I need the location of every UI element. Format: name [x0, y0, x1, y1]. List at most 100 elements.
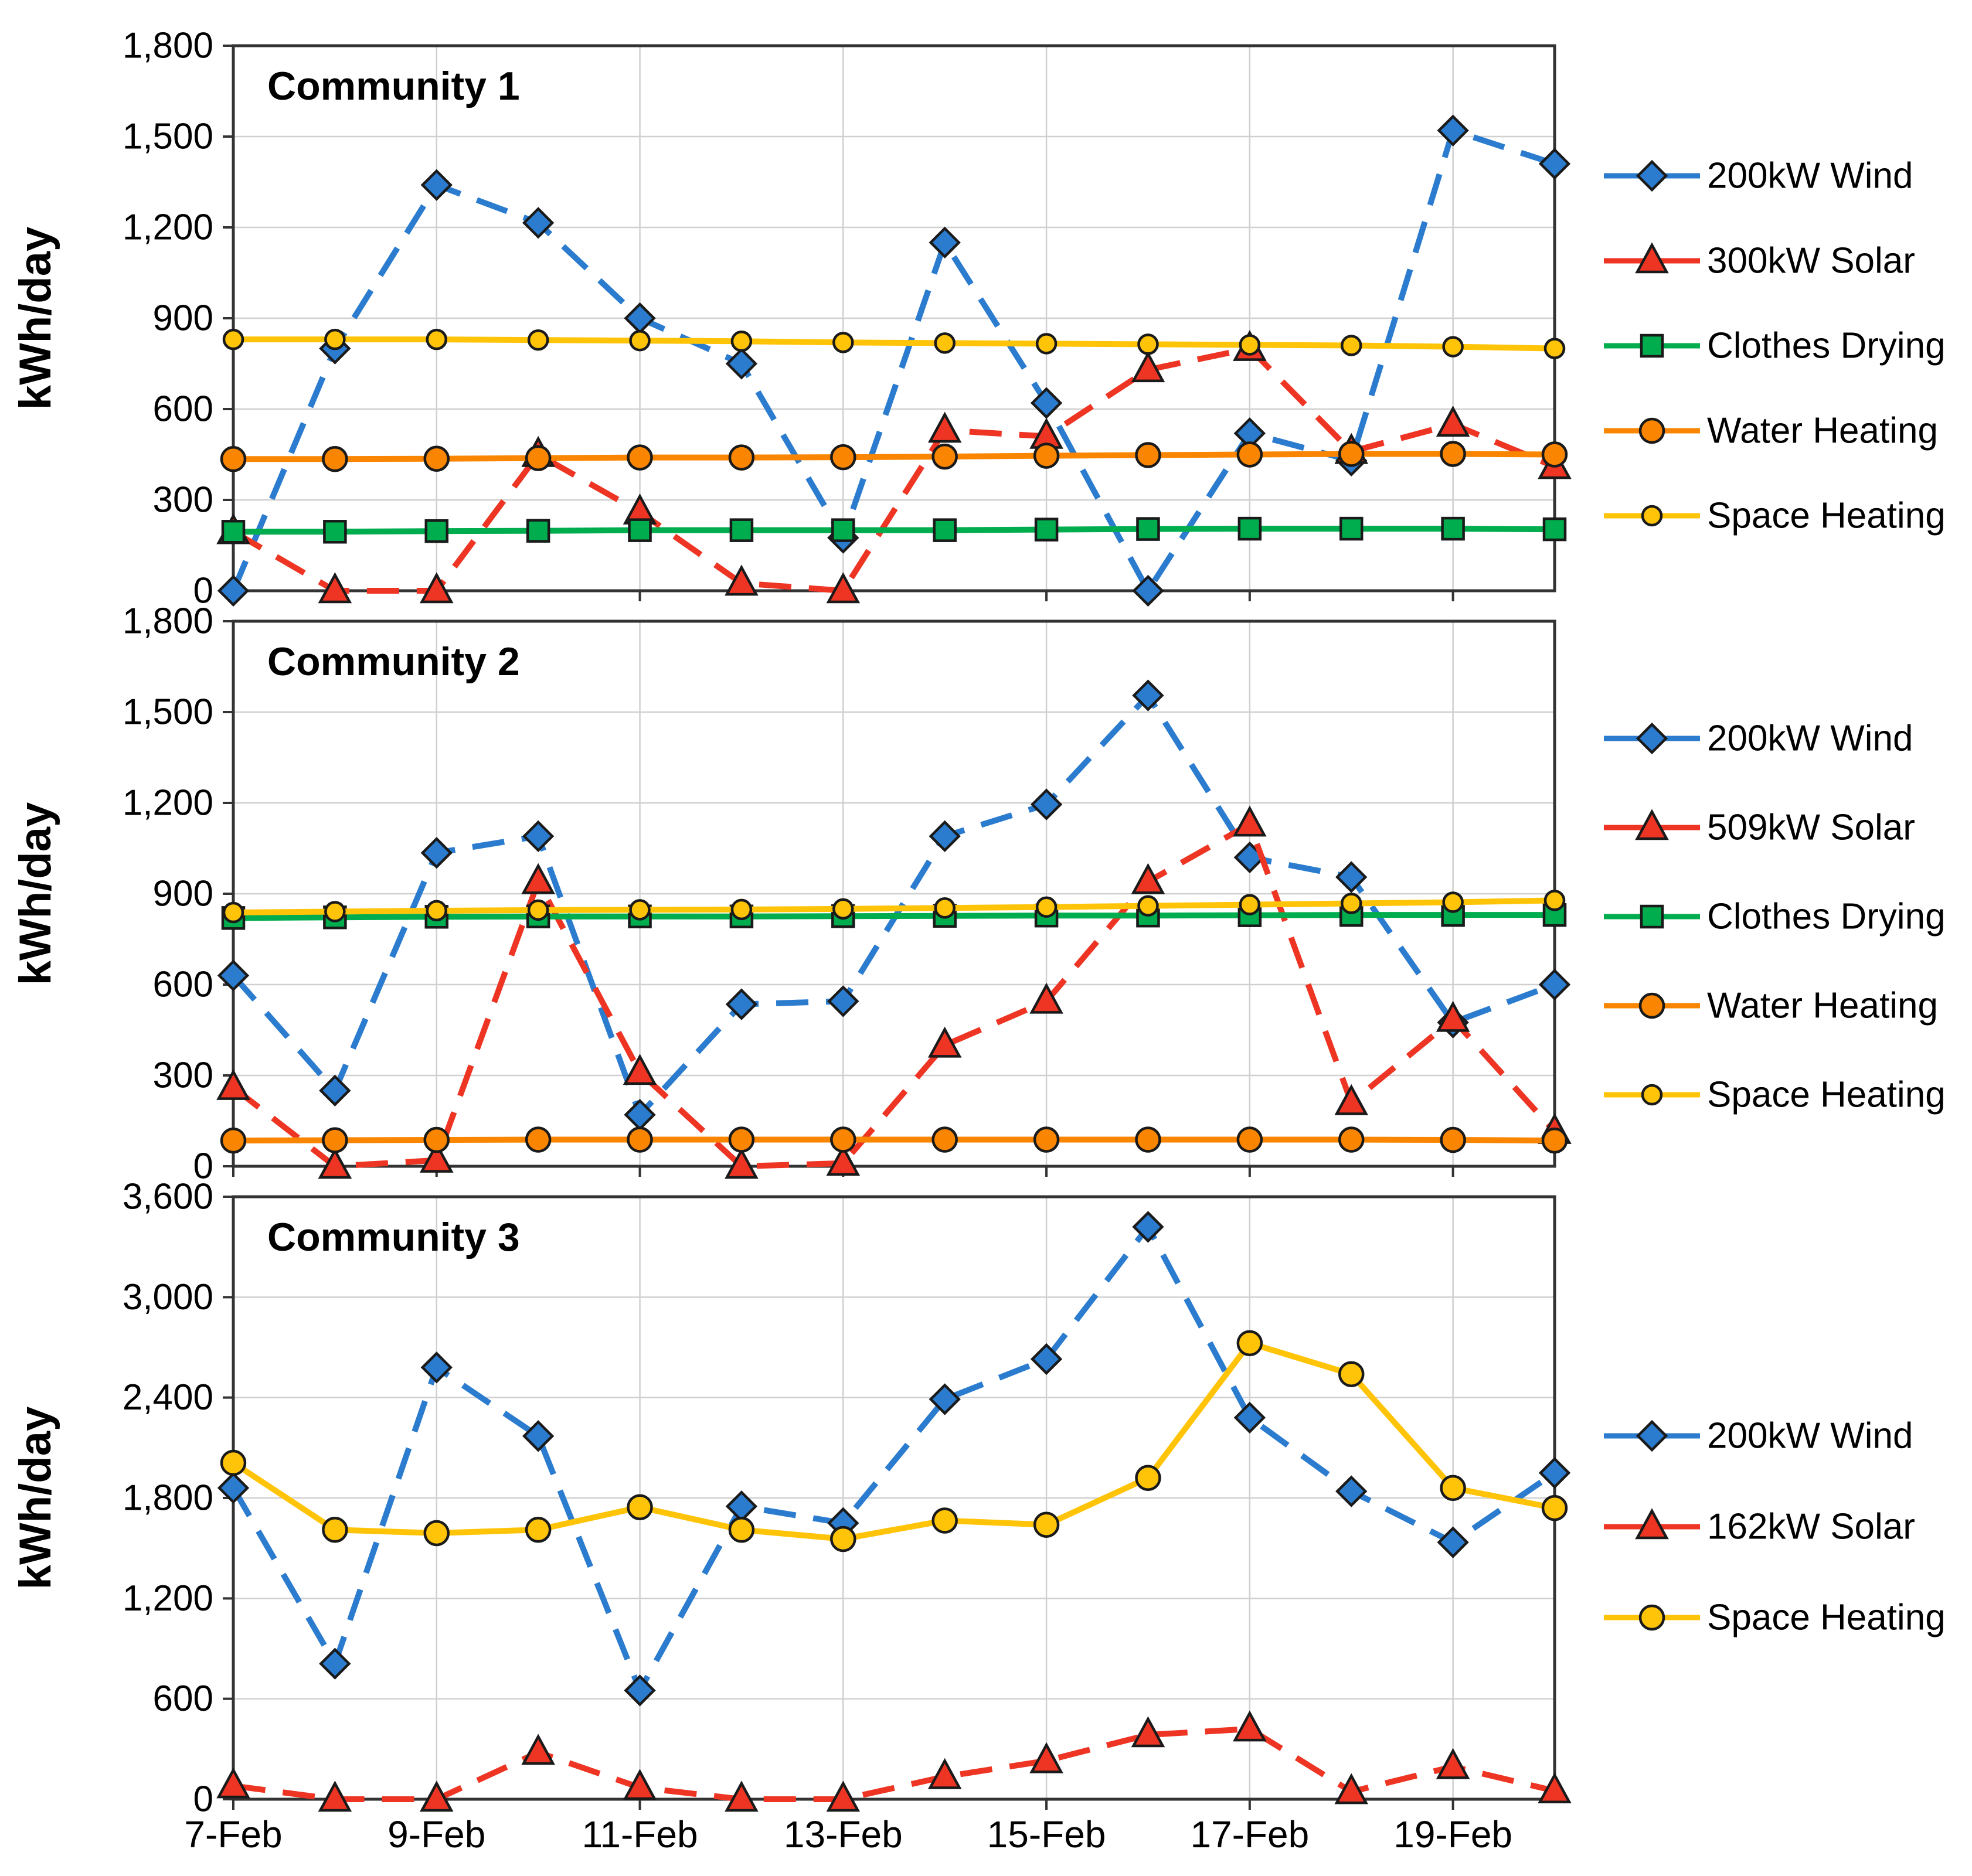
legend-marker: [1636, 1419, 1668, 1452]
legend-marker: [1636, 159, 1668, 192]
panel-1-series-clothes-drying-point: [628, 518, 652, 542]
panel-3-series-space-heating-point: [1440, 1475, 1466, 1502]
panel-2-series-509kw-solar-point: [725, 1148, 759, 1179]
panel-1-series-space-heating-point: [832, 332, 854, 353]
legend-marker: [1635, 1508, 1669, 1540]
panel-2-series-200kw-wind-point: [1335, 861, 1368, 893]
panel-3-series-162kw-solar-point: [1131, 1716, 1165, 1748]
panel-1-series-space-heating-point: [426, 328, 448, 350]
y-tick-label: 3,600: [123, 1177, 213, 1217]
panel-2-series-water-heating-line: [233, 1136, 1555, 1144]
y-tick-label: 300: [153, 480, 213, 520]
panel-1-series-clothes-drying-point: [831, 518, 855, 542]
panel-3-series-space-heating-point: [525, 1517, 552, 1543]
legend-item: 200kW Wind: [1604, 156, 1913, 196]
panel-1-series-clothes-drying-point: [1034, 517, 1059, 542]
legend-item-label: 300kW Solar: [1707, 241, 1915, 281]
panel-1-series-clothes-drying-point: [323, 520, 347, 544]
panel-1: 0 300 600 900 1,200 1,500 1,800 Community 1 kWh/…: [11, 26, 1946, 611]
legend-marker: [1638, 417, 1665, 444]
panel-3-series-space-heating-point: [627, 1494, 653, 1520]
panel-2-series-200kw-wind-point: [217, 959, 250, 992]
panel-3-series-200kw-wind-line: [230, 1221, 1556, 1698]
panel-3-series-162kw-solar-point: [1538, 1772, 1572, 1803]
panel-2-series-water-heating-point: [1541, 1127, 1568, 1154]
panel-1-series-300kw-solar-point: [725, 564, 759, 596]
legend-item-label: Clothes Drying: [1707, 326, 1946, 366]
panel-2-series-space-heating-point: [1442, 891, 1464, 913]
panel-1-series-water-heating-point: [1236, 441, 1263, 468]
panel-1-legend: 200kW Wind 300kW Solar Clothes Drying Water…: [1604, 156, 1946, 536]
y-tick-label: 900: [153, 874, 213, 914]
panel-3-series-200kw-wind-point: [1030, 1343, 1063, 1375]
y-tick-label: 1,800: [123, 601, 213, 642]
panel-3-series-162kw-solar-point: [318, 1780, 352, 1812]
panel-1-series-200kw-wind-point: [522, 207, 555, 239]
panel-3-series-162kw-solar-point: [1233, 1710, 1267, 1742]
panel-2-series-water-heating-point: [1135, 1126, 1161, 1153]
panel-3-y-axis: 0 600 1,200 1,800 2,400 3,000 3,600: [123, 1177, 233, 1820]
panel-2-series-509kw-solar-point: [419, 1141, 454, 1173]
panel-3-series-space-heating: [220, 1330, 1568, 1552]
panel-1-series-water-heating-point: [1338, 441, 1365, 467]
panel-1-series-clothes-drying-point: [1136, 517, 1160, 541]
panel-2-series-509kw-solar-point: [318, 1148, 352, 1179]
panel-1-series-space-heating-point: [1035, 333, 1058, 355]
legend-item-label: 509kW Solar: [1707, 808, 1915, 848]
y-tick-label: 1,200: [123, 1578, 213, 1619]
panel-2-series-space-heating-point: [934, 897, 956, 919]
panel-1-series-200kw-wind-point: [420, 169, 453, 201]
y-tick-label: 300: [153, 1056, 213, 1096]
panel-3-y-axis-title: kWh/day: [11, 1407, 60, 1590]
panel-1-series-200kw-wind-point: [1030, 387, 1063, 419]
x-tick-label: 13-Feb: [784, 1813, 903, 1855]
legend-item: Clothes Drying: [1604, 326, 1946, 366]
panel-2-series-water-heating-point: [525, 1126, 552, 1153]
panel-3-series-space-heating-point: [220, 1449, 247, 1476]
panel-2-series-water-heating: [220, 1126, 1568, 1154]
panel-2-series-space-heating-point: [1340, 893, 1362, 914]
panel-3-series-200kw-wind-point: [929, 1383, 961, 1415]
panel-1-series-space-heating-point: [527, 329, 549, 351]
panel-1-series-clothes-drying: [221, 516, 1567, 544]
legend-item: 200kW Wind: [1604, 1416, 1913, 1456]
panel-3-series-162kw-solar-point: [623, 1769, 657, 1800]
legend-marker: [1641, 1084, 1663, 1106]
panel-3-series-space-heating-point: [1236, 1330, 1263, 1357]
panel-2-series-space-heating-point: [1035, 896, 1058, 918]
panel-1-series-space-heating-point: [1239, 334, 1261, 356]
x-tick-label: 11-Feb: [582, 1813, 698, 1855]
panel-3-series-200kw-wind-point: [1335, 1475, 1368, 1507]
panel-2-series-509kw-solar-line: [231, 819, 1557, 1170]
panel-1-series-space-heating-point: [1340, 335, 1362, 356]
panel-1-series-water-heating-point: [728, 444, 755, 471]
panel-3-series-space-heating-point: [931, 1507, 958, 1534]
y-tick-label: 600: [153, 389, 213, 430]
y-tick-label: 1,200: [123, 783, 213, 823]
legend-item-label: Clothes Drying: [1707, 897, 1946, 937]
panel-3-series-200kw-wind: [217, 1211, 1571, 1707]
panel-2-series-509kw-solar-point: [1334, 1084, 1369, 1115]
legend-marker: [1635, 242, 1669, 274]
panel-2-series-200kw-wind-point: [319, 1074, 351, 1107]
panel-2: 0 300 600 900 1,200 1,500 1,800 Community 2 kWh/…: [11, 601, 1946, 1187]
panel-2-series-200kw-wind-point: [420, 837, 453, 869]
panel-2-legend: 200kW Wind 509kW Solar Clothes Drying Water…: [1604, 719, 1946, 1115]
panel-2-series-200kw-wind-point: [929, 820, 961, 853]
panel-3-series-200kw-wind-point: [319, 1647, 351, 1680]
panel-2-series-200kw-wind-point: [1538, 968, 1571, 1001]
panel-2-series-space-heating-line: [233, 897, 1555, 916]
panel-1-series-space-heating-point: [222, 328, 244, 350]
legend-item: Space Heating: [1604, 1075, 1946, 1115]
panel-3-series-space-heating-point: [728, 1517, 755, 1543]
panel-2-series-water-heating-point: [931, 1126, 958, 1153]
panel-2-series-509kw-solar-point: [1233, 805, 1267, 837]
legend-item-label: 200kW Wind: [1707, 719, 1913, 759]
y-tick-label: 600: [153, 1678, 213, 1719]
panel-3-series-space-heating-point: [1033, 1511, 1060, 1538]
panel-1-series-water-heating-point: [1440, 441, 1466, 467]
panel-3-series-162kw-solar-point: [1029, 1742, 1063, 1773]
panel-2-series-water-heating-point: [728, 1126, 755, 1153]
legend-item: Space Heating: [1604, 496, 1946, 536]
panel-2-series-200kw-wind-point: [725, 988, 758, 1020]
